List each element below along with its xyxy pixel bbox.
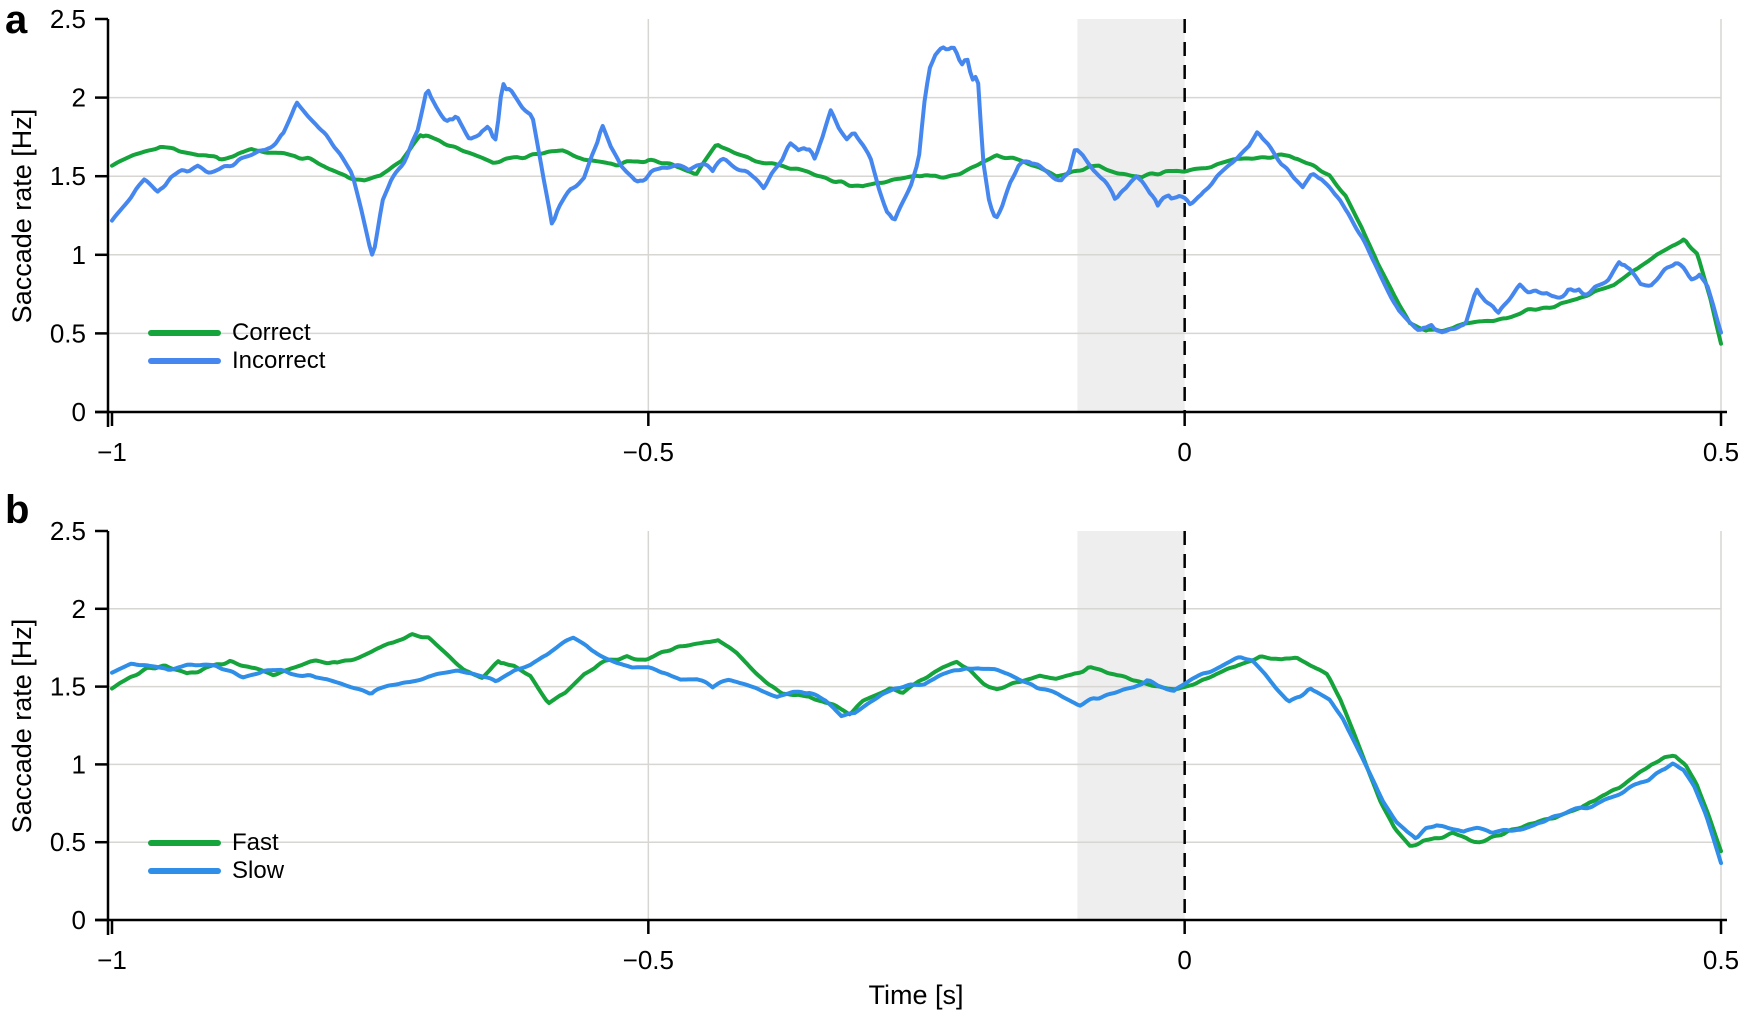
panel-b-series-fast [110, 632, 1723, 854]
panel-a-legend-swatch-incorrect [148, 358, 221, 364]
panel-b-legend-label: Fast [232, 829, 279, 856]
panel-a-y-tick-label: 2 [72, 83, 86, 113]
panel-a-legend-item-correct: Correct [148, 319, 311, 346]
panel-b-legend-swatch-slow [148, 868, 221, 874]
panel-a-label: a [5, 0, 28, 42]
panel-b-x-tick-label: −0.5 [623, 945, 674, 975]
panel-a-y-tick-label: 1.5 [50, 161, 86, 191]
panel-a-x-tick-label: −1 [97, 437, 127, 467]
panel-b-y-tick-label: 2 [72, 594, 86, 624]
panel-b-shaded-region [1077, 531, 1185, 920]
panel-a-legend-label: Incorrect [232, 347, 326, 374]
panel-a-y-tick-label: 2.5 [50, 4, 86, 34]
panel-b-legend-item-slow: Slow [148, 857, 285, 884]
panel-a-x-tick-label: −0.5 [623, 437, 674, 467]
panel-b-legend-swatch-fast [148, 840, 221, 846]
panel-b-legend-item-fast: Fast [148, 829, 279, 856]
panel-a-legend-swatch-correct [148, 330, 221, 336]
panel-b-label: b [5, 488, 30, 532]
panel-a-legend-label: Correct [232, 319, 311, 346]
x-axis-title: Time [s] [868, 980, 964, 1010]
panel-b-y-tick-label: 2.5 [50, 516, 86, 546]
panel-a-y-axis-title: Saccade rate [Hz] [7, 108, 37, 324]
panel-b-x-tick-label: 0 [1177, 945, 1191, 975]
panel-a-x-tick-label: 0 [1177, 437, 1191, 467]
panel-a-x-tick-label: 0.5 [1703, 437, 1739, 467]
panel-a-y-tick-label: 1 [72, 240, 86, 270]
panel-b-x-tick-label: 0.5 [1703, 945, 1739, 975]
panel-a-y-tick-label: 0 [72, 397, 86, 427]
panel-b-y-tick-label: 1.5 [50, 672, 86, 702]
panel-a-shaded-region [1077, 19, 1185, 412]
panel-b-series-slow [110, 635, 1723, 866]
panel-b-x-tick-label: −1 [97, 945, 127, 975]
panel-b-legend-label: Slow [232, 857, 285, 884]
panel-b-y-tick-label: 1 [72, 749, 86, 779]
panel-a-legend-item-incorrect: Incorrect [148, 347, 326, 374]
panel-b-y-tick-label: 0 [72, 905, 86, 935]
panel-b-y-axis-title: Saccade rate [Hz] [7, 618, 37, 834]
panel-a-y-tick-label: 0.5 [50, 318, 86, 348]
panel-b-y-tick-label: 0.5 [50, 827, 86, 857]
panel-a-series-incorrect [110, 45, 1723, 335]
